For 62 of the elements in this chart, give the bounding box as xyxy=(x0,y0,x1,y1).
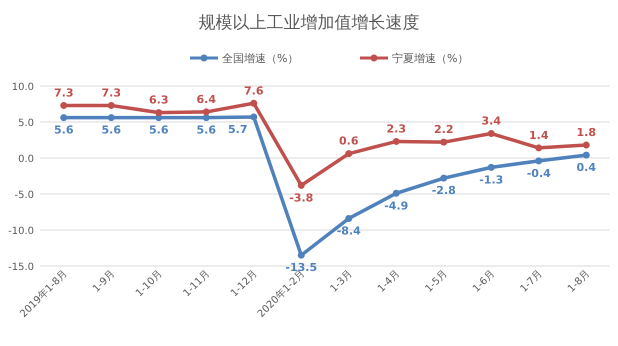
data-label: 6.3 xyxy=(149,94,168,107)
point xyxy=(582,152,590,159)
legend-label: 宁夏增速（%） xyxy=(392,52,468,65)
x-tick-label: 1-6月 xyxy=(470,268,498,295)
data-label: -8.4 xyxy=(336,224,362,238)
y-tick-label: 10.0 xyxy=(12,82,34,93)
data-label: 7.3 xyxy=(54,86,74,100)
data-label: -3.8 xyxy=(289,191,314,204)
data-label: -4.9 xyxy=(384,199,408,212)
data-label: 3.4 xyxy=(482,114,502,128)
y-tick-label: -15.0 xyxy=(8,262,34,273)
point xyxy=(60,114,68,122)
legend-label: 全国增速（%） xyxy=(222,52,298,65)
data-label: 5.6 xyxy=(102,124,122,137)
data-label: 1.4 xyxy=(529,128,549,142)
point xyxy=(202,114,210,122)
point xyxy=(535,144,542,152)
point xyxy=(392,190,400,197)
data-label: 5.6 xyxy=(196,124,216,137)
data-label: 2.3 xyxy=(386,122,406,136)
data-label: 5.6 xyxy=(54,124,74,137)
x-tick-label: 1-3月 xyxy=(328,268,355,295)
y-tick-label: 0.0 xyxy=(18,154,34,165)
point xyxy=(250,113,258,120)
point xyxy=(440,174,448,182)
point xyxy=(155,109,162,116)
data-label: 0.4 xyxy=(576,161,596,174)
data-label: -0.4 xyxy=(526,166,552,180)
x-tick-label: 1-4月 xyxy=(376,268,402,295)
point xyxy=(108,102,115,109)
point xyxy=(250,100,258,107)
x-tick-label: 1-7月 xyxy=(518,268,545,295)
point xyxy=(298,182,305,189)
point xyxy=(345,214,352,222)
y-tick-label: -10.0 xyxy=(8,226,34,237)
point xyxy=(440,138,448,146)
point xyxy=(535,157,542,164)
y-tick-label: 5.0 xyxy=(18,118,34,129)
point xyxy=(345,150,352,158)
data-label: 7.3 xyxy=(102,86,121,100)
data-label: 5.6 xyxy=(149,124,169,137)
x-tick-label: 1-8月 xyxy=(566,268,592,295)
data-label: 5.7 xyxy=(228,122,248,136)
x-tick-label: 1-9月 xyxy=(90,268,118,295)
y-tick-label: -5.0 xyxy=(14,190,34,201)
data-label: 0.6 xyxy=(339,134,359,148)
point xyxy=(392,138,400,145)
data-label: 2.2 xyxy=(434,123,454,136)
x-tick-label: 1-5月 xyxy=(423,268,450,295)
point xyxy=(298,252,305,259)
data-label: 6.4 xyxy=(196,92,216,106)
data-label: -1.3 xyxy=(479,173,504,186)
point xyxy=(488,164,495,171)
data-label: -2.8 xyxy=(432,184,456,198)
point xyxy=(60,102,68,109)
point xyxy=(582,142,590,149)
point xyxy=(202,108,210,116)
chart-title: 规模以上工业增加值增长速度 xyxy=(198,13,420,33)
data-label: 1.8 xyxy=(576,126,596,140)
point xyxy=(488,130,495,138)
data-label: 7.6 xyxy=(244,84,264,98)
point xyxy=(108,114,115,122)
